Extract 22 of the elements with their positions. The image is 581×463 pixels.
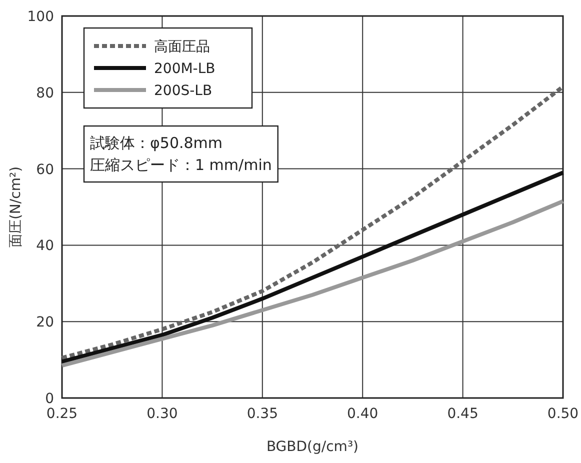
y-axis-title: 面圧(N/cm²)	[8, 166, 24, 248]
x-tick-label: 0.50	[547, 406, 579, 422]
line-series	[60, 170, 565, 364]
y-tick-label: 80	[36, 85, 54, 102]
x-tick-label: 0.45	[447, 406, 478, 422]
line-series	[60, 84, 565, 360]
y-tick-label: 100	[27, 9, 54, 25]
legend-label: 200S-LB	[154, 83, 212, 99]
x-tick-label: 0.30	[146, 406, 178, 422]
x-tick-label: 0.35	[246, 406, 278, 422]
y-tick-label: 20	[36, 314, 54, 331]
y-tick-label: 60	[36, 162, 54, 178]
annotation: 試験体：φ50.8mm	[90, 134, 223, 152]
x-tick-label: 0.40	[347, 406, 378, 422]
line-series	[60, 199, 565, 368]
x-axis-title: BGBD(g/cm³)	[266, 439, 359, 455]
y-tick-label: 0	[45, 391, 54, 407]
y-tick-label: 40	[36, 238, 54, 254]
x-tick-label: 0.25	[46, 406, 78, 422]
annotation: 圧縮スピード：1 mm/min	[90, 156, 272, 174]
legend-label: 高面圧品	[154, 39, 210, 55]
legend-label: 200M-LB	[154, 61, 216, 77]
